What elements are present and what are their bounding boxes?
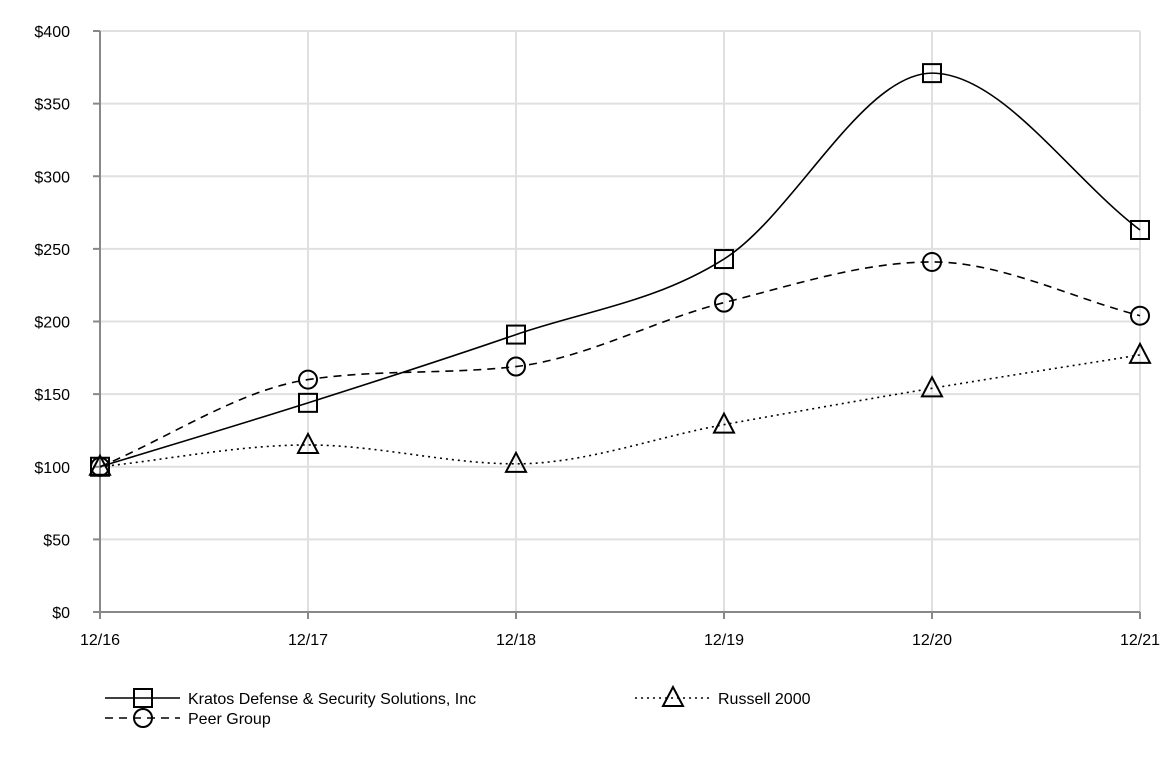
data-point-circle [506,356,526,377]
x-tick-label: 12/18 [496,632,536,649]
y-tick-label: $250 [34,242,70,259]
grid [100,30,1141,613]
data-point-square [714,249,734,270]
y-tick-label: $350 [34,97,70,114]
y-tick-label: $100 [34,460,70,477]
y-tick-label: $300 [34,169,70,186]
data-point-triangle [88,453,112,476]
legend-label: Peer Group [188,711,271,728]
series-line-square [99,72,1141,468]
legend-label: Russell 2000 [718,691,811,708]
data-point-triangle [920,375,944,398]
legend-label: Kratos Defense & Security Solutions, Inc [188,691,476,708]
data-point-triangle [296,431,320,454]
data-point-triangle [712,411,736,434]
data-point-circle [1130,305,1150,326]
data-point-circle [922,251,942,272]
data-point-circle [298,369,318,390]
legend-marker-circle [133,708,153,728]
axes: $0 $50 $100 $150 $200 $250 $300 $350 $400 12/16 12… [34,24,1160,649]
data-point-square [1130,219,1150,240]
x-tick-label: 12/20 [912,632,952,649]
y-tick-label: $400 [34,24,70,41]
data-point-square [922,63,942,84]
data-point-square [298,392,318,413]
series-group [88,63,1152,477]
x-tick-label: 12/19 [704,632,744,649]
y-tick-label: $200 [34,315,70,332]
data-point-square [506,324,526,345]
y-tick-label: $50 [43,532,70,549]
data-point-circle [714,292,734,313]
y-tick-label: $150 [34,387,70,404]
legend-marker-triangle [661,684,685,707]
legend: Kratos Defense & Security Solutions, Inc… [105,684,811,728]
data-point-triangle [504,450,528,473]
series-line-circle [99,261,1141,468]
y-tick-label: $0 [52,605,70,622]
series-line-triangle [99,354,1141,468]
x-tick-label: 12/21 [1120,632,1160,649]
legend-marker-square [133,688,153,708]
x-tick-label: 12/17 [288,632,328,649]
data-point-triangle [1128,341,1152,364]
x-tick-label: 12/16 [80,632,120,649]
